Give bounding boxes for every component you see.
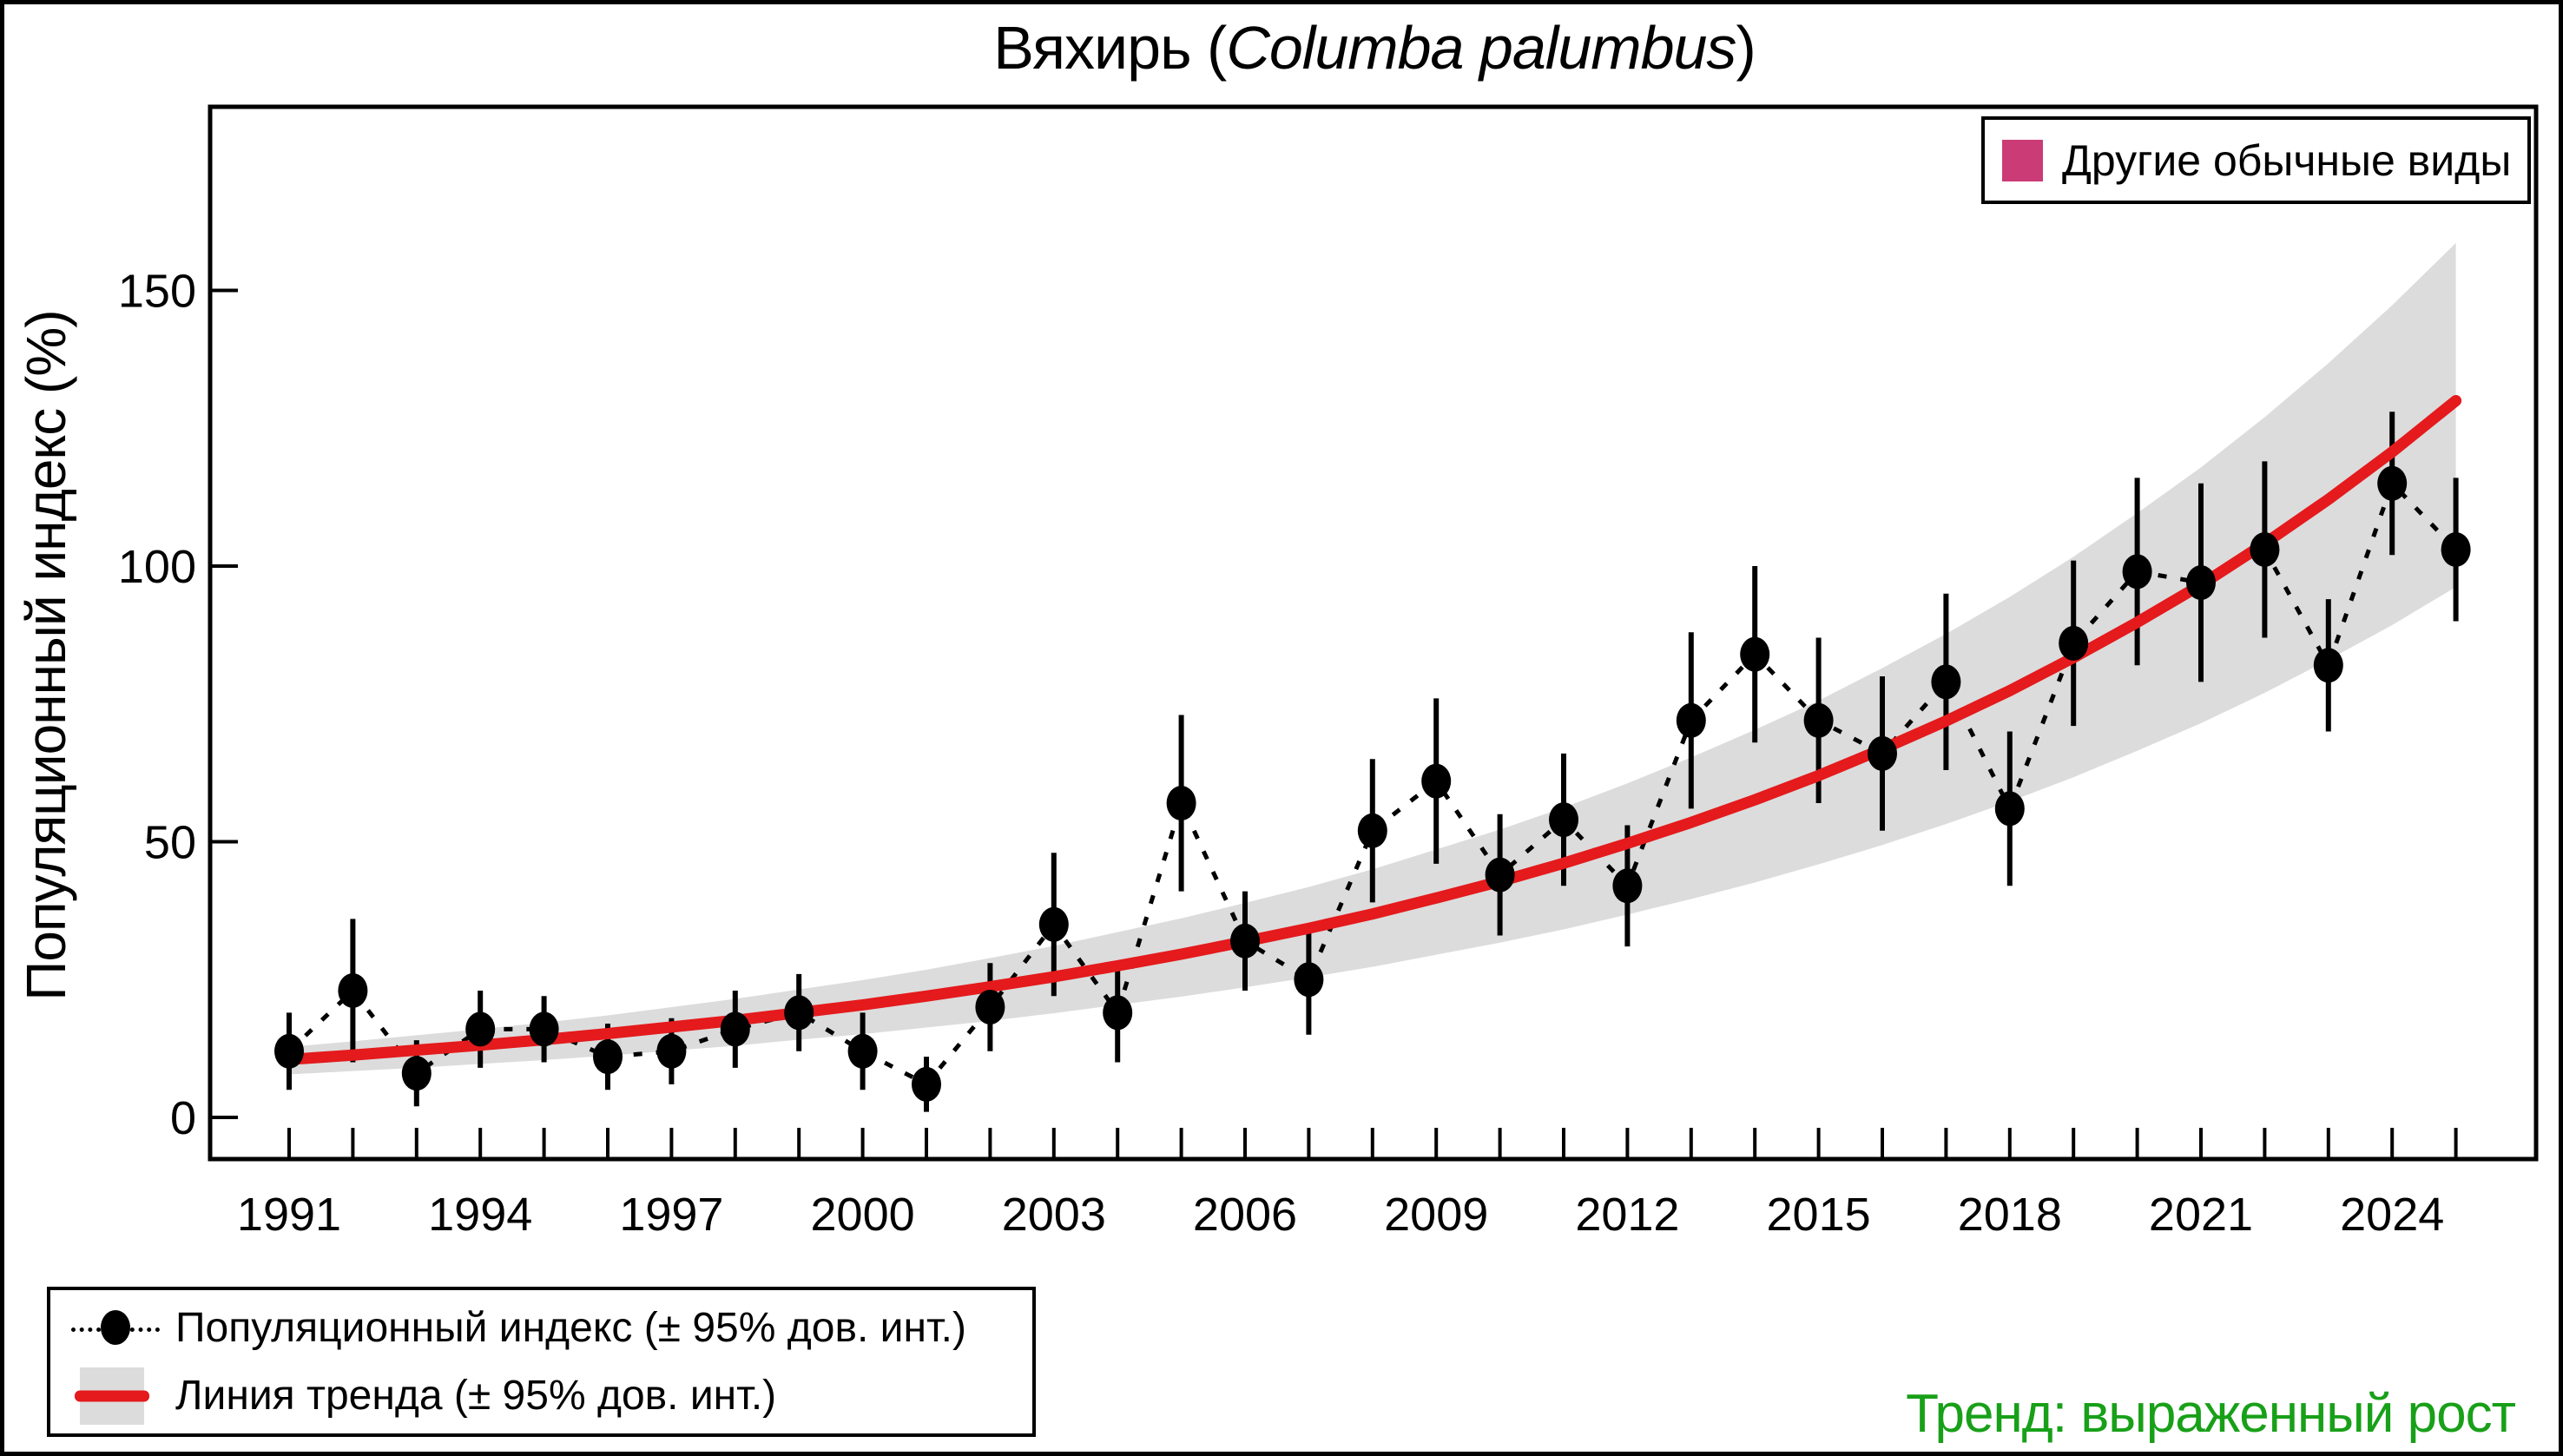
plot-border — [208, 104, 2539, 1162]
data-point — [529, 1011, 559, 1047]
x-tick-label: 2012 — [1575, 1189, 1679, 1241]
legend-trend-line-label: Линия тренда (± 95% дов. инт.) — [175, 1373, 777, 1420]
data-point — [1740, 636, 1770, 672]
data-point — [1294, 962, 1324, 998]
data-point — [338, 972, 368, 1008]
data-point — [2059, 625, 2089, 661]
data-point — [975, 990, 1005, 1024]
legend-item-trend-line: Линия тренда (± 95% дов. инт.) — [68, 1366, 1032, 1426]
chart-title-latin-name: Columba palumbus — [1226, 14, 1736, 82]
trend-line-marker-icon — [68, 1366, 163, 1426]
other-species-swatch-icon — [2002, 139, 2043, 181]
data-point — [784, 995, 814, 1031]
data-point — [1485, 857, 1515, 893]
data-point — [2186, 565, 2216, 601]
data-point — [912, 1066, 941, 1102]
data-point — [1676, 702, 1706, 738]
chart-title-suffix: ) — [1736, 14, 1756, 82]
data-point — [1803, 702, 1834, 738]
legend-other-species-label: Другие обычные виды — [2062, 135, 2512, 185]
x-tick-label: 2024 — [2340, 1189, 2444, 1241]
data-point — [1994, 791, 2025, 827]
x-tick-label: 2015 — [1767, 1189, 1871, 1241]
data-point — [1357, 813, 1387, 848]
x-tick-label: 2006 — [1193, 1189, 1297, 1241]
trend-line — [283, 395, 2462, 1065]
data-point — [656, 1033, 687, 1069]
x-tick-label: 2000 — [811, 1189, 915, 1241]
x-tick-label: 2021 — [2149, 1189, 2253, 1241]
data-point — [720, 1011, 750, 1047]
data-point — [1038, 906, 1069, 942]
chart-title: Вяхирь (Columba palumbus) — [213, 13, 2536, 82]
data-point — [401, 1056, 432, 1091]
red-trend-line-icon — [75, 1390, 149, 1402]
y-axis-title: Популяционный индекс (%) — [15, 310, 77, 1001]
x-tick-label: 1991 — [237, 1189, 341, 1241]
legend-other-species: Другие обычные виды — [1981, 116, 2531, 204]
data-point — [847, 1033, 878, 1069]
data-point — [1230, 923, 1260, 959]
data-point — [2377, 465, 2408, 501]
data-point — [593, 1039, 623, 1075]
data-point — [2313, 648, 2343, 683]
x-tick-label: 1994 — [428, 1189, 532, 1241]
x-tick-label: 2003 — [1002, 1189, 1106, 1241]
data-point — [1931, 664, 1961, 700]
black-dot-icon — [101, 1310, 130, 1346]
chart-canvas: 0 50 100 150 1991 1994 1997 2000 2003 2006 2009 201… — [118, 104, 2539, 1241]
data-point — [1421, 763, 1452, 799]
confidence-band — [289, 242, 2456, 1075]
data-point — [1166, 786, 1196, 821]
trend-note: Тренд: выраженный рост — [1906, 1384, 2516, 1444]
data-point — [2122, 554, 2152, 590]
chart-title-common-name: Вяхирь ( — [993, 14, 1227, 82]
data-point — [2441, 531, 2471, 567]
y-tick-label: 100 — [118, 541, 196, 593]
x-tick-label: 2018 — [1958, 1189, 2062, 1241]
y-tick-label: 0 — [170, 1092, 196, 1144]
y-tick-label: 50 — [144, 817, 196, 869]
data-point — [1868, 735, 1897, 771]
points-connector-dotted-line — [287, 479, 2458, 1088]
x-tick-label: 1997 — [619, 1189, 723, 1241]
y-tick-label: 150 — [118, 266, 196, 318]
data-point — [465, 1011, 496, 1047]
legend-item-population-index: Популяционный индекс (± 95% дов. инт.) — [68, 1297, 1032, 1358]
data-point — [1612, 868, 1643, 904]
x-tick-label: 2009 — [1384, 1189, 1488, 1241]
data-point — [2250, 531, 2280, 567]
data-point — [1103, 995, 1133, 1031]
legend-population-index-label: Популяционный индекс (± 95% дов. инт.) — [175, 1304, 966, 1351]
data-point — [274, 1033, 304, 1069]
data-point — [1549, 802, 1578, 838]
legend-main: Популяционный индекс (± 95% дов. инт.) Л… — [47, 1287, 1036, 1437]
population-index-marker-icon — [68, 1297, 163, 1358]
